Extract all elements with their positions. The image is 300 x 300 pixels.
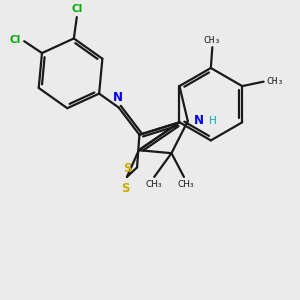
Text: N: N: [194, 114, 204, 127]
Text: Cl: Cl: [9, 35, 21, 45]
Text: CH₃: CH₃: [146, 181, 163, 190]
Text: CH₃: CH₃: [266, 77, 283, 86]
Text: S: S: [121, 182, 130, 195]
Text: CH₃: CH₃: [204, 36, 221, 45]
Text: Cl: Cl: [72, 4, 83, 14]
Text: H: H: [209, 116, 217, 125]
Text: N: N: [113, 92, 123, 104]
Text: S: S: [123, 162, 132, 176]
Text: CH₃: CH₃: [177, 181, 194, 190]
